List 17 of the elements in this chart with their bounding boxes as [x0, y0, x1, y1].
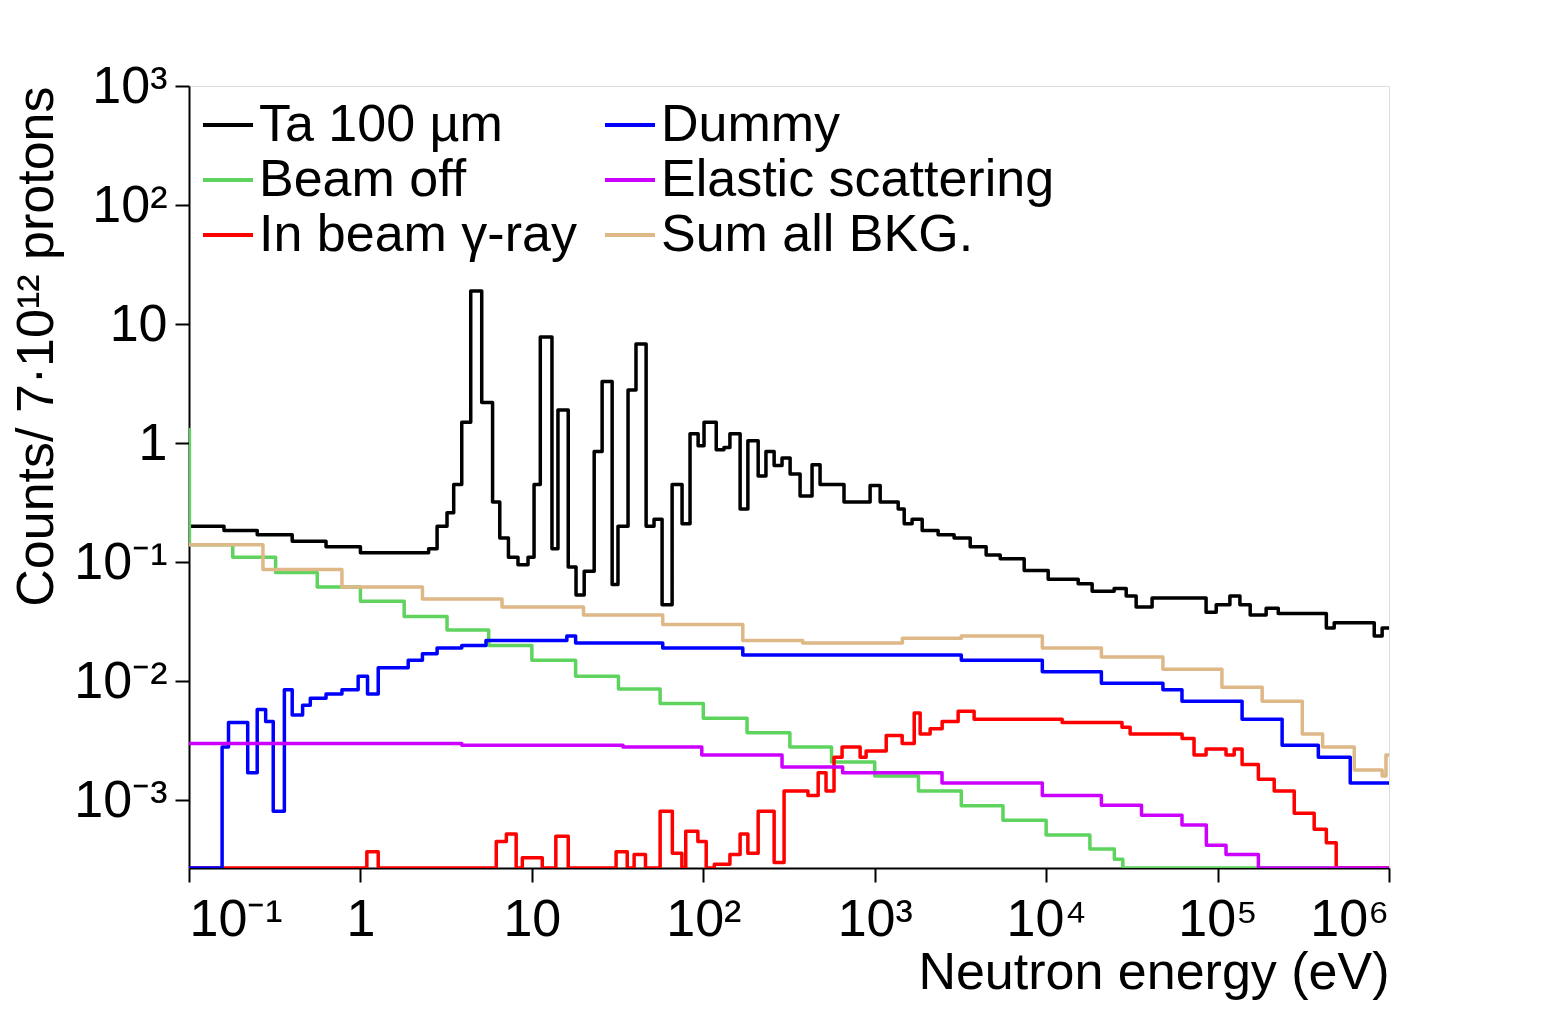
x-tick-label: 10⁻¹	[189, 888, 283, 947]
y-tick-label: 10	[109, 293, 168, 352]
x-tick-label: 10	[503, 888, 562, 947]
y-tick-label: 10⁻¹	[74, 531, 168, 590]
y-tick-label: 10³	[92, 55, 168, 114]
y-tick-label: 1	[138, 412, 168, 471]
legend-label: Sum all BKG.	[661, 204, 974, 262]
legend-label: Dummy	[661, 94, 841, 152]
x-tick-label: 10³	[837, 888, 913, 947]
x-tick-label: 1	[346, 888, 376, 947]
legend-label: Ta 100 µm	[259, 94, 503, 152]
y-axis-title: Counts/ 7·10¹² protons	[6, 86, 65, 607]
legend-label: In beam γ-ray	[259, 204, 577, 262]
y-tick-label: 10⁻³	[74, 769, 168, 828]
x-tick-label: 10²	[666, 888, 742, 947]
y-tick-label: 10⁻²	[74, 650, 168, 709]
y-tick-label: 10²	[92, 174, 168, 233]
